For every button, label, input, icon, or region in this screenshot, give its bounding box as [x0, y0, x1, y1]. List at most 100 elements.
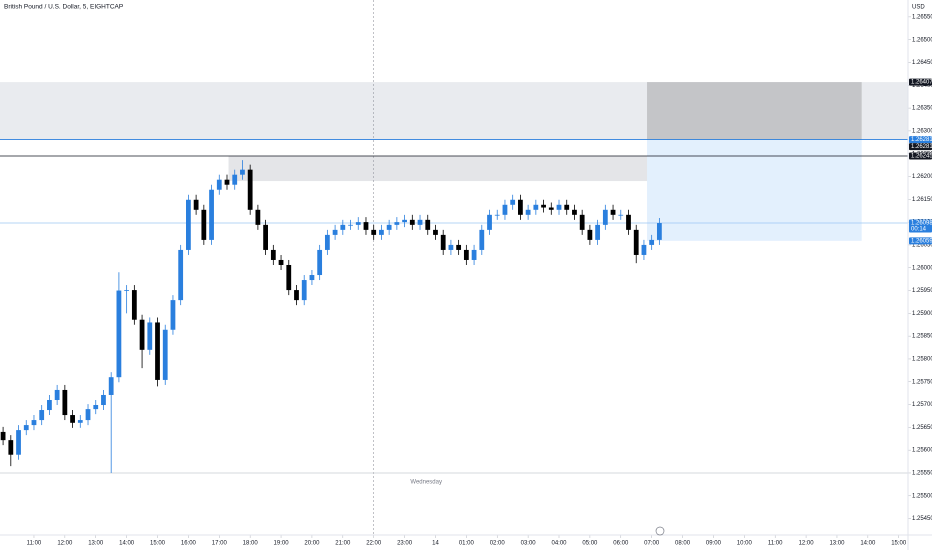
candle-body — [162, 329, 168, 380]
candle-body — [409, 219, 415, 225]
candle-body — [31, 420, 37, 426]
price-label-box — [909, 219, 932, 233]
candle-body — [39, 410, 45, 421]
candle-body — [224, 179, 230, 185]
x-tick-label: 17:00 — [212, 541, 228, 547]
y-tick-label: 1.25450 — [912, 516, 932, 522]
axes: Wednesday 1.25450 1.25500 1.25550 1.25600 1.2… — [27, 14, 932, 547]
candle-body — [502, 204, 508, 215]
y-tick-label: 1.25500 — [912, 493, 932, 499]
candle-body — [633, 229, 639, 255]
candle-body — [394, 222, 400, 225]
candle-body — [101, 394, 106, 406]
session-label: Wednesday — [410, 480, 442, 486]
candle-body — [286, 264, 292, 291]
price-label: 1.26059 — [911, 238, 932, 244]
x-tick-label: 12:00 — [799, 541, 815, 547]
candle-body — [54, 389, 60, 400]
candle-body — [47, 399, 52, 411]
candle-body — [247, 169, 253, 210]
x-tick-label: 05:00 — [582, 541, 598, 547]
x-tick-label: 03:00 — [521, 541, 537, 547]
y-tick-label: 1.25950 — [912, 288, 932, 294]
x-tick-label: 01:00 — [459, 541, 475, 547]
y-tick-label: 1.26200 — [912, 174, 932, 180]
candle-body — [425, 219, 431, 230]
candle-body — [579, 214, 585, 230]
y-tick-label: 1.25550 — [912, 471, 932, 477]
x-tick-label: 21:00 — [335, 541, 351, 547]
candle-body — [494, 214, 500, 216]
y-tick-label: 1.25750 — [912, 379, 932, 385]
x-tick-label: 13:00 — [88, 541, 104, 547]
candle-body — [201, 209, 207, 240]
candle-body — [216, 179, 222, 190]
candle-body — [232, 174, 238, 185]
candle-body — [147, 322, 153, 350]
candle-body — [656, 223, 662, 240]
y-tick-label: 1.26350 — [912, 106, 932, 112]
y-tick-label: 1.26050 — [912, 243, 932, 249]
candle-body — [595, 224, 601, 240]
candle-body — [155, 322, 160, 380]
zone — [647, 139, 862, 241]
price-label-box — [909, 143, 932, 151]
candle-body — [363, 222, 369, 230]
price-label-box — [909, 136, 932, 144]
candle-body — [93, 405, 99, 410]
candle-body — [124, 290, 130, 291]
x-tick-label: 15:00 — [150, 541, 166, 547]
price-label-box — [909, 237, 932, 245]
x-tick-label: 20:00 — [304, 541, 320, 547]
candle-body — [108, 377, 114, 395]
candle-body — [479, 229, 485, 250]
candle-body — [178, 249, 184, 301]
candle-body — [518, 199, 523, 215]
candle-body — [309, 275, 315, 281]
candle-body — [402, 219, 407, 223]
candle-body — [77, 420, 83, 423]
candle-body — [324, 234, 330, 250]
candle-body — [379, 229, 384, 235]
countdown: 00:14 — [911, 227, 927, 233]
candle-body — [16, 430, 21, 455]
candle-body — [618, 214, 624, 216]
candle-body — [471, 249, 477, 260]
candle-body — [8, 440, 14, 455]
y-tick-label: 1.25800 — [912, 357, 932, 363]
price-label: 1.26407 — [911, 80, 932, 86]
x-tick-label: 07:00 — [644, 541, 660, 547]
x-tick-label: 22:00 — [366, 541, 382, 547]
y-tick-label: 1.25850 — [912, 334, 932, 340]
candle-body — [433, 229, 438, 235]
x-tick-label: 08:00 — [675, 541, 691, 547]
x-tick-label: 11:00 — [27, 541, 42, 547]
zones — [0, 82, 908, 241]
candle-body — [510, 199, 516, 205]
price-label-box — [909, 78, 932, 86]
currency-label: USD — [912, 5, 925, 11]
candle-body — [556, 204, 562, 210]
candle-body — [587, 229, 593, 240]
candle-body — [541, 204, 546, 208]
candle-body — [116, 290, 122, 378]
candle-body — [70, 415, 75, 423]
events-icon[interactable] — [655, 526, 665, 536]
candle-body — [170, 300, 176, 330]
x-tick-label: 14:00 — [119, 541, 135, 547]
candle-body — [332, 229, 338, 235]
x-tick-label: 16:00 — [181, 541, 197, 547]
candle-body — [355, 222, 361, 225]
candle-body — [186, 199, 191, 250]
x-tick-label: 23:00 — [397, 541, 413, 547]
candle-body — [417, 219, 423, 225]
y-tick-label: 1.25650 — [912, 425, 932, 431]
candle-body — [0, 431, 6, 441]
x-tick-label: 13:00 — [829, 541, 845, 547]
candle-body — [440, 234, 446, 250]
x-tick-label: 14:00 — [860, 541, 876, 547]
x-tick-label: 04:00 — [551, 541, 567, 547]
y-tick-label: 1.26300 — [912, 128, 932, 134]
